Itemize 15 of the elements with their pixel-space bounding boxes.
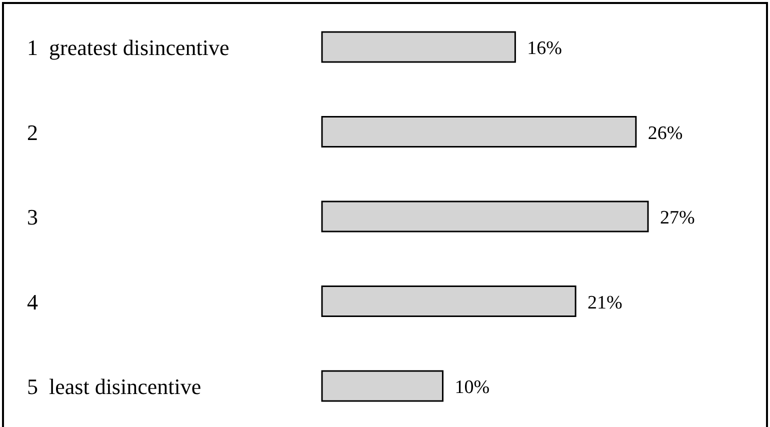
- bar: [321, 31, 516, 63]
- bar: [321, 116, 637, 148]
- bar: [321, 286, 576, 317]
- y-tick-label: 2: [27, 120, 38, 145]
- y-tick-label: 4: [27, 289, 38, 314]
- data-label: 10%: [454, 377, 490, 398]
- bar: [321, 370, 444, 402]
- data-label: 26%: [648, 122, 683, 144]
- data-label: 16%: [527, 38, 562, 59]
- data-label: 27%: [660, 208, 695, 228]
- y-tick-label: 3: [27, 204, 38, 230]
- y-tick-label: 1 greatest disincentive: [27, 35, 230, 60]
- bar: [321, 200, 649, 232]
- y-tick-label: 5 least disincentive: [27, 374, 202, 399]
- data-label: 21%: [588, 292, 623, 314]
